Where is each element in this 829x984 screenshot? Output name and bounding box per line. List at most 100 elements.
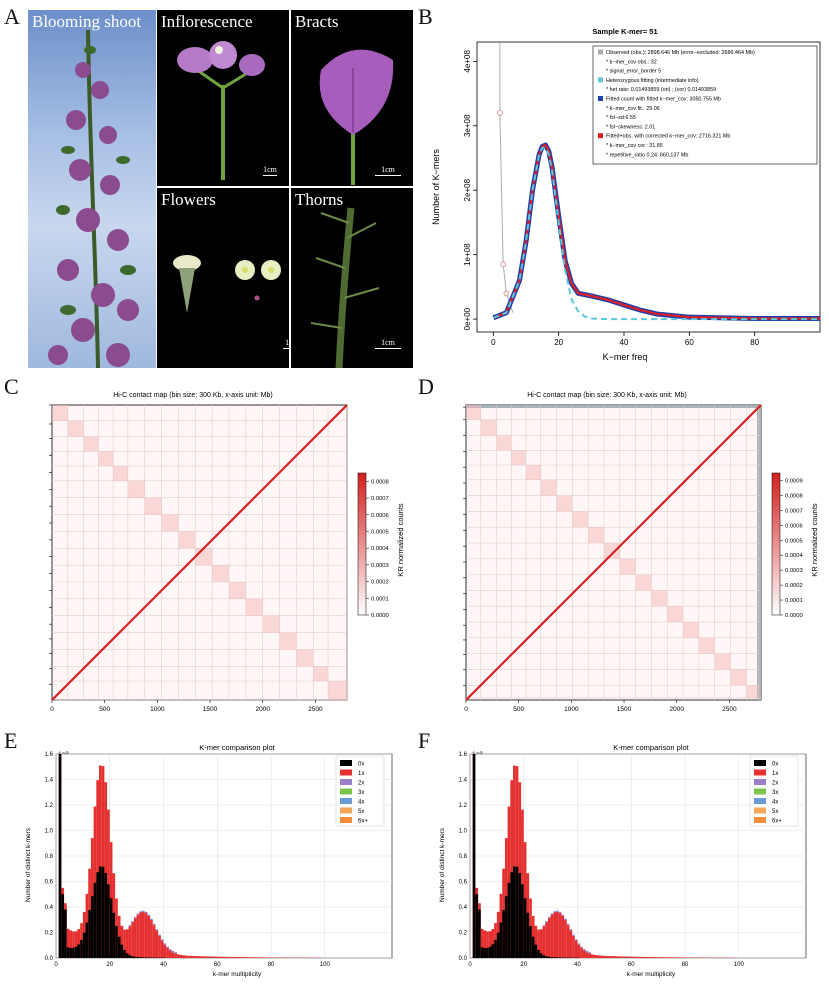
legend-swatch xyxy=(598,49,603,55)
histogram-bar-1x xyxy=(625,956,629,958)
colorbar-tick-label: 0.0001 xyxy=(371,596,389,602)
histogram-bar-1x xyxy=(174,953,177,958)
histogram-bar-0x xyxy=(561,957,565,958)
histogram-bar-1x xyxy=(139,912,143,958)
x-tick-label: 60 xyxy=(214,962,221,968)
chromosome-block xyxy=(178,531,196,549)
chromosome-block xyxy=(714,653,731,670)
y-tick-label: 1.2 xyxy=(459,803,468,809)
histogram-bar-1x xyxy=(515,766,519,958)
chromosome-block xyxy=(67,420,84,437)
histogram-bar-1x xyxy=(241,957,245,958)
histogram-bar-0x xyxy=(518,873,522,958)
histogram-bar-0x xyxy=(120,944,124,958)
observed-point xyxy=(500,261,507,268)
histogram-bar-0x xyxy=(99,866,102,958)
y-tick-label: 1e+08 xyxy=(463,243,472,266)
caption-inflorescence: Inflorescence xyxy=(161,12,253,31)
histogram-bar-0x xyxy=(531,936,535,958)
scale-label: 1cm xyxy=(285,338,289,347)
y-tick-label: 1.4 xyxy=(45,778,54,784)
histogram-bar-1x xyxy=(244,957,247,958)
colorbar-tick-label: 0.0007 xyxy=(785,508,803,514)
histogram-bar-0x xyxy=(123,949,126,958)
observed-point xyxy=(496,109,503,116)
histogram-bar-1x xyxy=(558,913,562,958)
histogram-bar-2x xyxy=(166,946,169,948)
x-tick-label: 2000 xyxy=(669,706,684,713)
chromosome-block xyxy=(540,479,557,496)
histogram-bar-1x xyxy=(588,953,591,958)
histogram-bar-0x xyxy=(142,957,145,958)
histogram-bar-0x xyxy=(526,912,530,958)
scale-label: 1cm xyxy=(381,165,395,174)
colorbar-label: KR normalized counts xyxy=(810,503,819,577)
histogram-bar-0x xyxy=(558,957,562,958)
histogram-bar-0x xyxy=(107,884,110,958)
histogram-bar-1x xyxy=(198,956,202,958)
histogram-bar-1x xyxy=(553,912,557,958)
x-tick-label: 40 xyxy=(574,962,581,968)
x-tick-label: 60 xyxy=(685,338,694,347)
panel-label-d: D xyxy=(418,374,434,399)
histogram-bar-2x xyxy=(133,916,137,919)
legend-label: 1x xyxy=(772,771,778,777)
histogram-bar-0x xyxy=(128,955,132,958)
histogram-bar-1x xyxy=(107,809,110,958)
y-tick-label: 1.4 xyxy=(459,778,468,784)
chromosome-block xyxy=(556,495,573,512)
chromosome-block xyxy=(161,514,179,532)
chromosome-block xyxy=(296,649,314,667)
histogram-bar-2x xyxy=(542,925,546,927)
histogram-bar-1x xyxy=(168,950,172,958)
histogram-bar-0x xyxy=(93,882,97,958)
chart-title: K-mer comparison plot xyxy=(199,743,275,752)
chart-title: K-mer comparison plot xyxy=(613,743,689,752)
histogram-bar-0x xyxy=(58,754,62,958)
chromosome-block xyxy=(496,435,512,451)
histogram-bar-1x xyxy=(222,956,226,958)
histogram-bar-1x xyxy=(104,782,108,958)
histogram-bar-1x xyxy=(590,954,594,958)
x-tick-label: 40 xyxy=(160,962,167,968)
y-tick-label: 0.0 xyxy=(459,956,468,962)
histogram-bar-1x xyxy=(190,955,194,958)
legend-swatch xyxy=(754,760,766,766)
histogram-bar-1x xyxy=(658,957,661,958)
legend-label: 3x xyxy=(358,790,364,796)
histogram-bar-1x xyxy=(254,957,258,958)
histogram-bar-0x xyxy=(537,949,540,958)
histogram-bar-2x xyxy=(577,943,581,945)
chromosome-block xyxy=(604,543,620,559)
histogram-bar-0x xyxy=(491,944,495,958)
histogram-bar-1x xyxy=(163,944,167,958)
chromosome-block xyxy=(262,615,280,633)
histogram-bar-1x xyxy=(628,956,632,958)
histogram-bar-0x xyxy=(478,909,481,958)
histogram-bar-1x xyxy=(96,780,100,958)
histogram-bar-1x xyxy=(249,957,253,958)
legend-label: 0x xyxy=(358,762,364,768)
histogram-bar-1x xyxy=(609,956,613,958)
colorbar-tick-label: 0.0003 xyxy=(371,563,389,569)
scale-label: 1cm xyxy=(381,338,395,347)
colorbar-tick-label: 0.0003 xyxy=(785,568,803,574)
chromosome-block xyxy=(313,666,329,682)
blooming-shoot-image xyxy=(48,29,139,368)
histogram-bar-1x xyxy=(601,955,605,958)
colorbar-tick-label: 0.0002 xyxy=(785,583,803,589)
histogram-bar-0x xyxy=(90,896,94,958)
histogram-bar-1x xyxy=(203,956,207,958)
kmer-spectrum-chart: Sample K-mer= 51 0e+00 1e+08 2e+08 3e+08 4e+… xyxy=(431,27,821,362)
x-tick-label: 100 xyxy=(734,962,745,968)
legend-label: 5x xyxy=(772,809,778,815)
chromosome-block xyxy=(511,450,527,466)
chromosome-block xyxy=(526,465,541,480)
histogram-bar-1x xyxy=(271,957,274,958)
histogram-bar-2x xyxy=(545,921,548,923)
colorbar-tick-label: 0.0004 xyxy=(371,546,390,552)
legend-label: 1x xyxy=(358,771,364,777)
histogram-bar-2x xyxy=(585,950,589,953)
histogram-bar-0x xyxy=(496,932,500,958)
y-tick-label: 0.4 xyxy=(459,905,468,911)
